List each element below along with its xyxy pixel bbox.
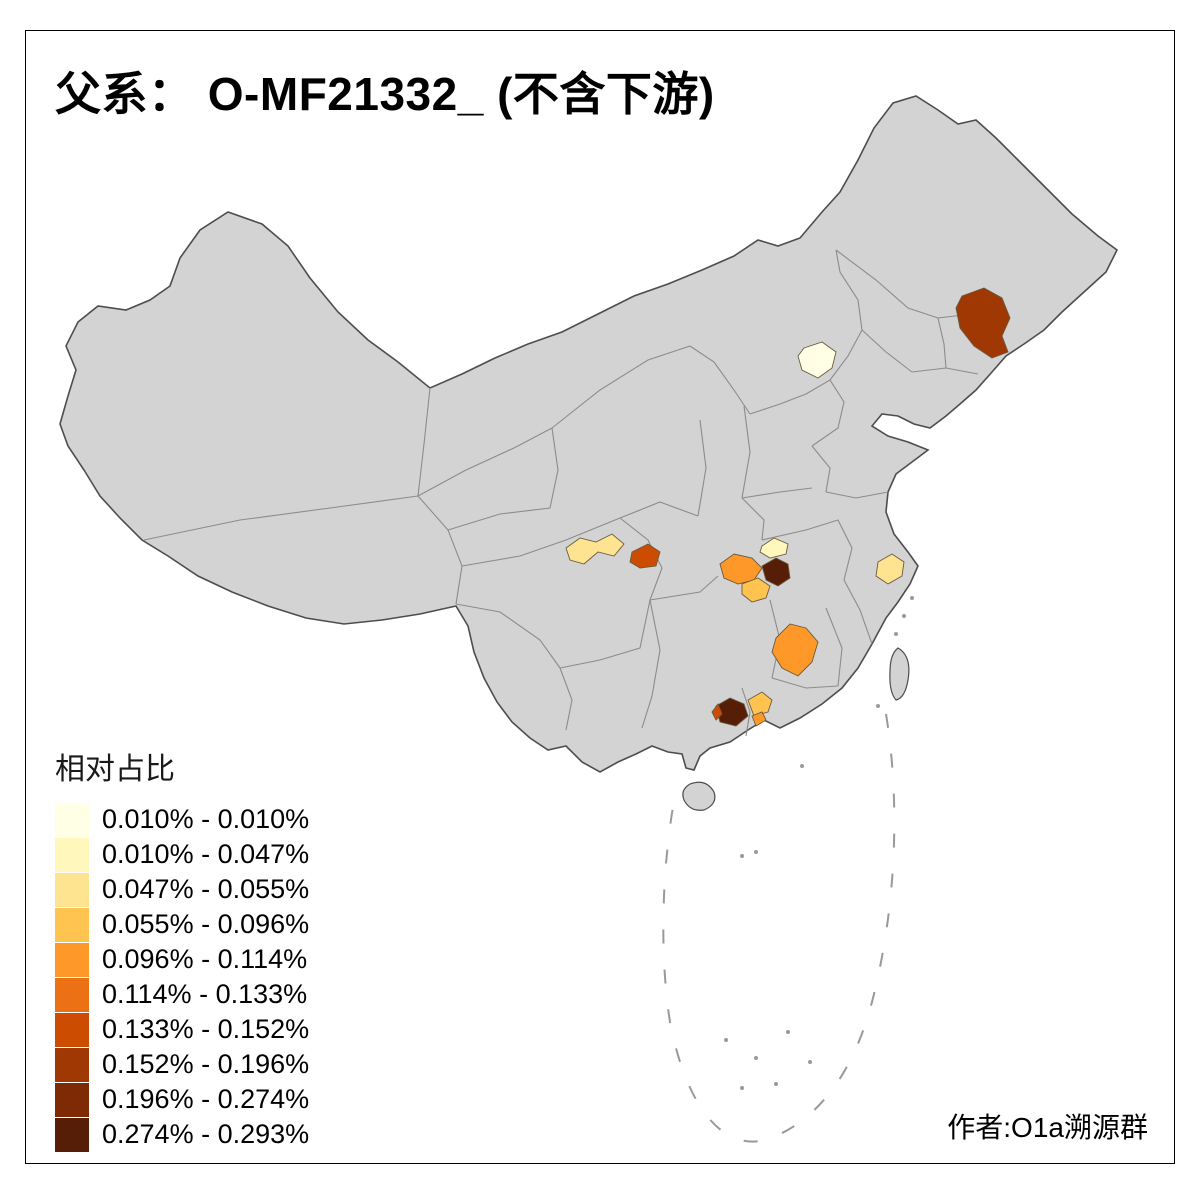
legend-swatch (55, 872, 89, 907)
legend-label: 0.114% - 0.133% (102, 979, 308, 1009)
region-highlight-sichuan-east (629, 543, 661, 569)
legend-swatch (55, 1012, 89, 1047)
legend-item: 0.055% - 0.096% (55, 907, 309, 942)
legend: 相对占比 0.010% - 0.010% 0.010% - 0.047% 0.0… (55, 744, 309, 1152)
legend-swatch (55, 907, 89, 942)
region-highlight-hubei-dark (761, 557, 791, 587)
figure-border (25, 30, 1175, 1164)
south-china-sea-islands (724, 596, 914, 1090)
legend-label: 0.055% - 0.096% (102, 909, 310, 939)
legend-label: 0.096% - 0.114% (102, 944, 308, 974)
legend-item: 0.196% - 0.274% (55, 1082, 309, 1117)
china-mainland (59, 95, 1119, 773)
region-highlight-jiangxi-orange (771, 623, 819, 677)
legend-swatch (55, 837, 89, 872)
legend-item: 0.010% - 0.047% (55, 837, 309, 872)
legend-swatch (55, 1082, 89, 1117)
region-highlight-guangdong-west-red (711, 703, 723, 721)
hainan-island (682, 781, 716, 811)
region-highlight-guangdong-orange (747, 691, 773, 717)
region-highlight-sichuan-chengdu (565, 533, 625, 565)
legend-item: 0.096% - 0.114% (55, 942, 309, 977)
legend-label: 0.010% - 0.010% (102, 804, 310, 834)
region-highlight-hubei-west-orange (719, 553, 763, 585)
legend-item: 0.152% - 0.196% (55, 1047, 309, 1082)
province-boundaries (143, 249, 979, 737)
taiwan-island (889, 647, 910, 701)
region-highlight-east-coast-pale (875, 553, 905, 585)
region-highlight-beijing (797, 341, 837, 379)
legend-item: 0.274% - 0.293% (55, 1117, 309, 1152)
page-title: 父系： O-MF21332_ (不含下游) (55, 68, 715, 120)
legend-item: 0.047% - 0.055% (55, 872, 309, 907)
legend-swatch (55, 1117, 89, 1152)
legend-item: 0.133% - 0.152% (55, 1012, 309, 1047)
legend-title: 相对占比 (55, 753, 175, 786)
region-highlight-guangdong-west-dark (715, 697, 749, 727)
legend-label: 0.152% - 0.196% (102, 1049, 310, 1079)
legend-label: 0.047% - 0.055% (102, 874, 310, 904)
legend-item: 0.010% - 0.010% (55, 802, 309, 837)
region-highlight-northeast-jilin (955, 287, 1011, 359)
legend-label: 0.274% - 0.293% (102, 1119, 310, 1149)
region-highlight-hubei-north-pale (759, 537, 789, 559)
highlighted-regions (565, 287, 1011, 727)
legend-swatch (55, 942, 89, 977)
legend-item: 0.114% - 0.133% (55, 977, 309, 1012)
legend-swatch (55, 977, 89, 1012)
legend-label: 0.010% - 0.047% (102, 839, 310, 869)
nine-dash-line (662, 713, 896, 1143)
legend-swatch (55, 802, 89, 837)
legend-swatch (55, 1047, 89, 1082)
region-highlight-hubei-south-orange (741, 577, 771, 603)
legend-label: 0.133% - 0.152% (102, 1014, 310, 1044)
attribution: 作者:O1a溯源群 (947, 1112, 1148, 1143)
legend-label: 0.196% - 0.274% (102, 1084, 310, 1114)
region-highlight-guangdong-orange-small (751, 711, 767, 727)
